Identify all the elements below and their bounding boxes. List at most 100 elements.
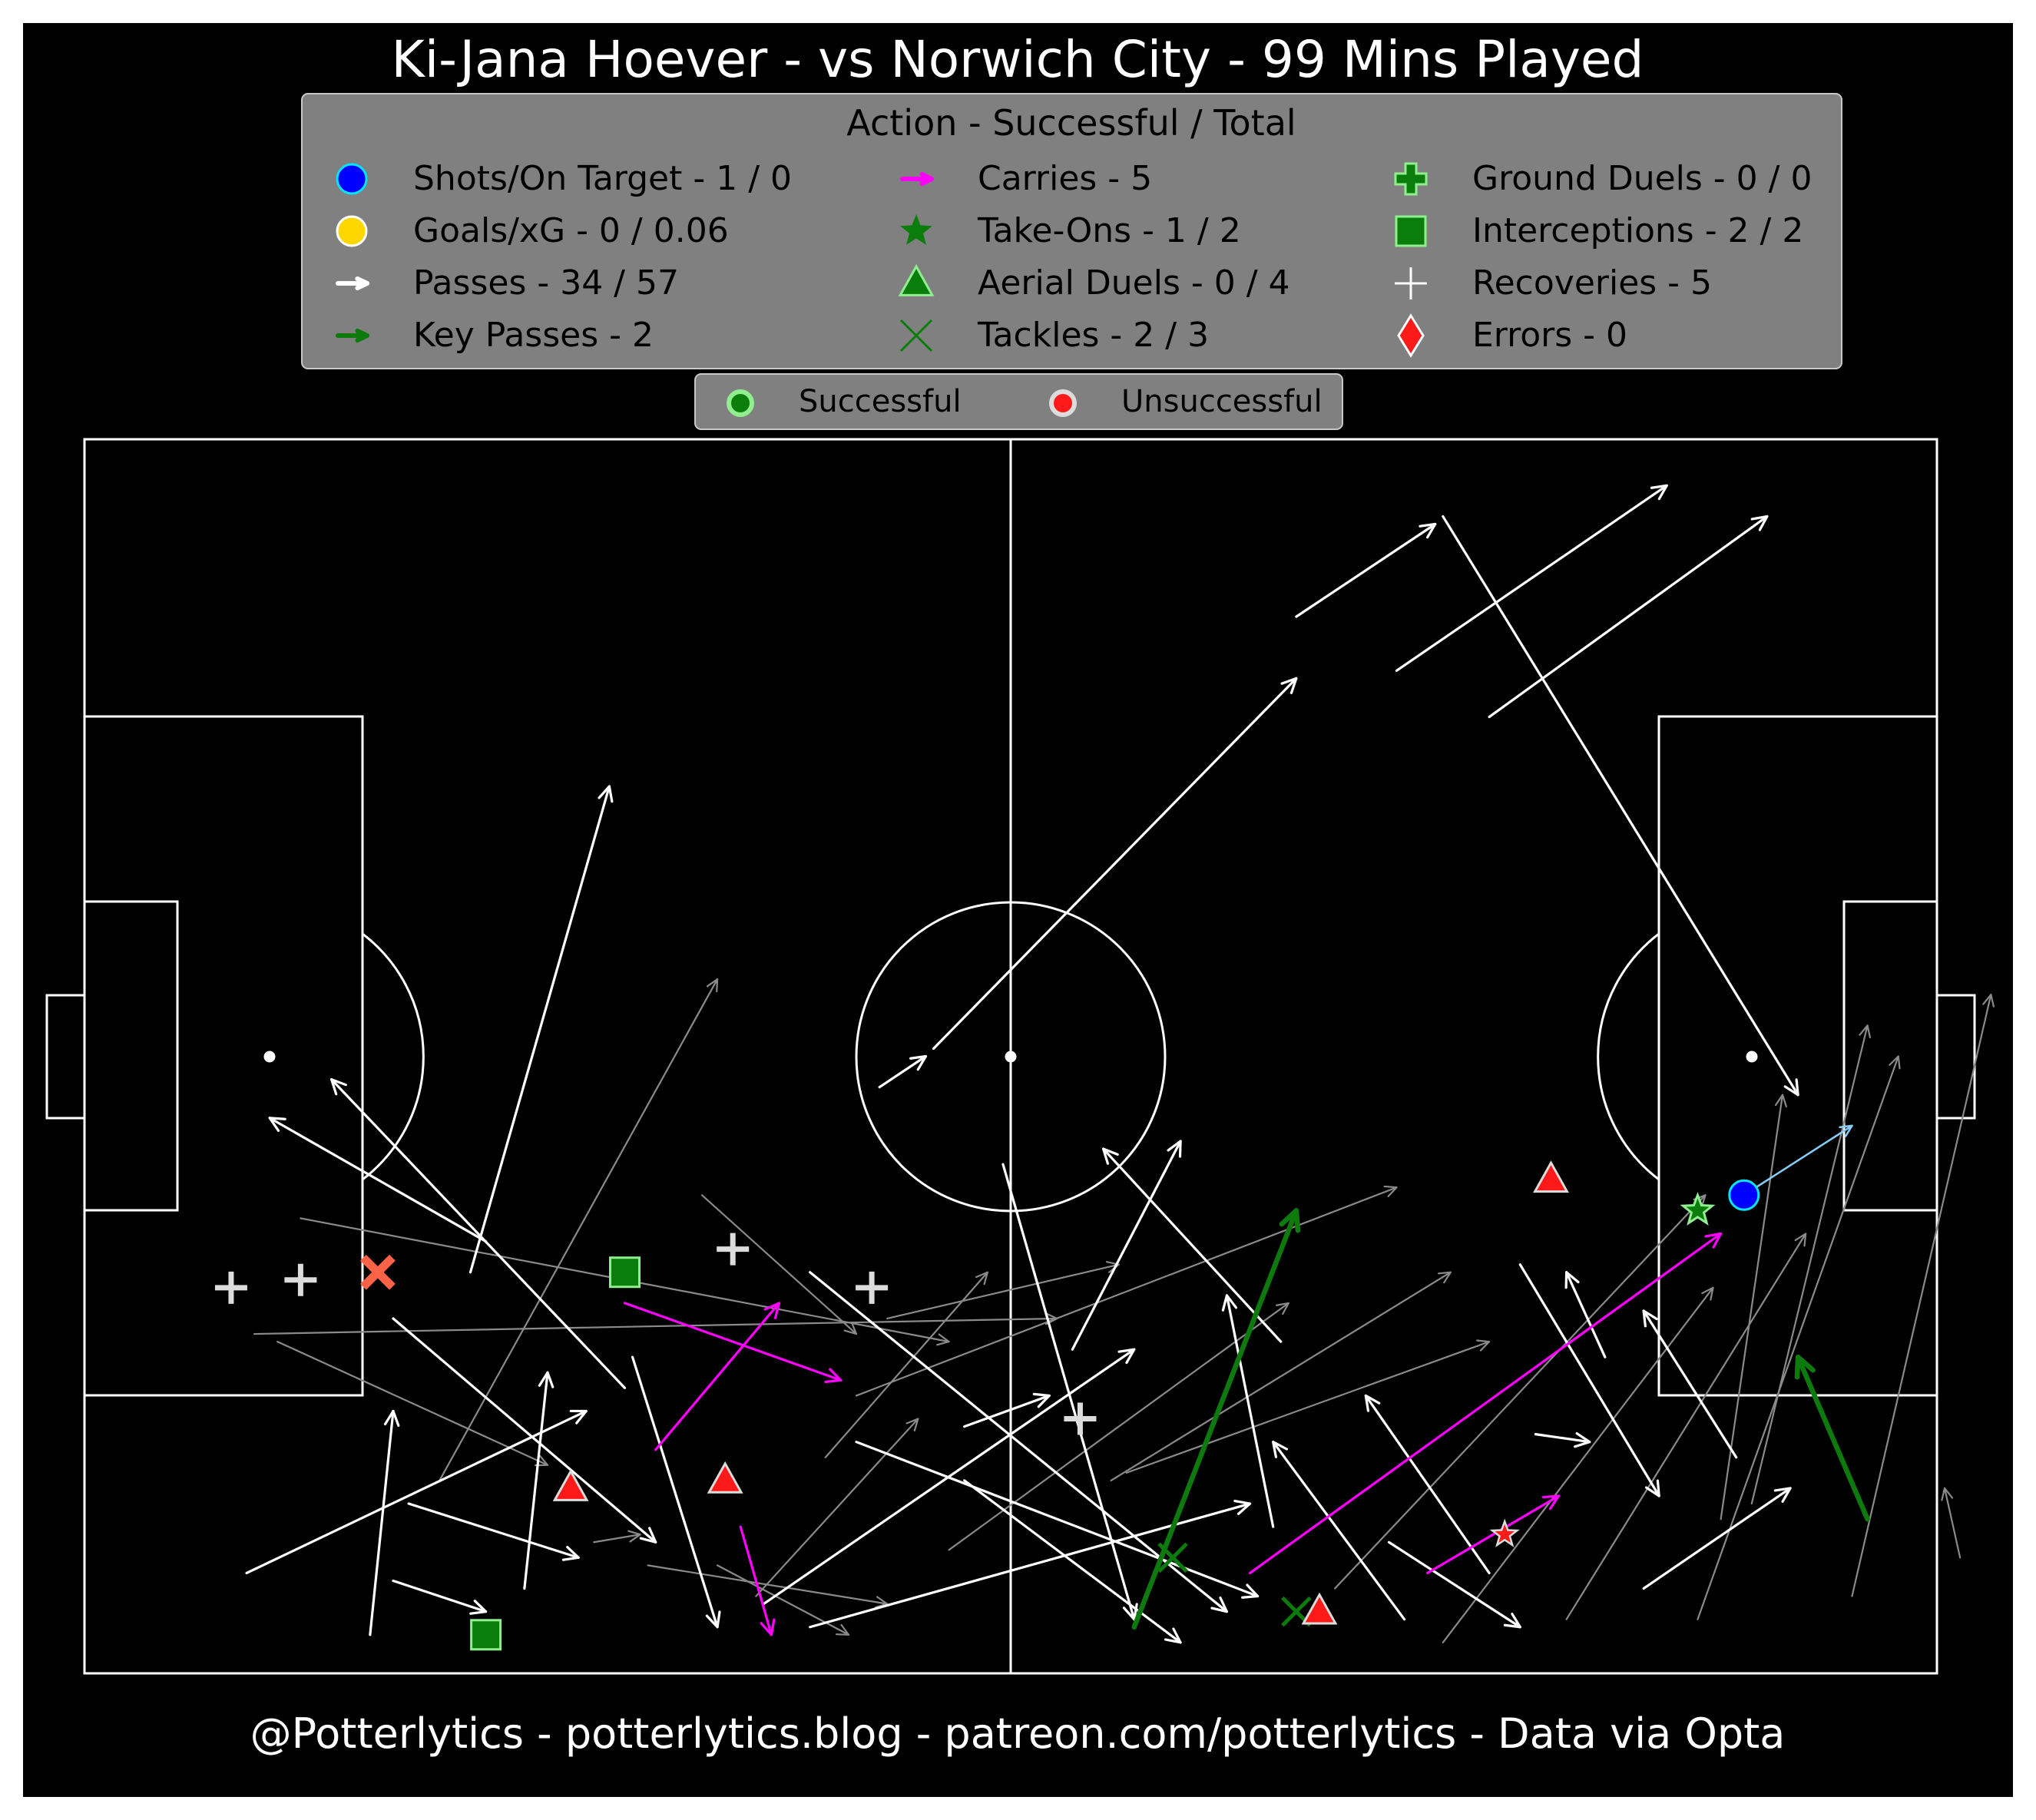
tackle-successful-marker [1157, 1542, 1188, 1573]
legend-item-label: Interceptions - 2 / 2 [1472, 211, 1803, 250]
pass-successful-head [1650, 484, 1668, 501]
pass-unsuccessful [700, 1194, 858, 1335]
pass-successful-head [1221, 1294, 1238, 1312]
pass-successful-shaft [809, 1271, 1229, 1613]
pass-successful [1364, 1394, 1491, 1575]
pass-successful [245, 1409, 588, 1575]
pass-successful-shaft [1101, 1147, 1283, 1343]
pass-unsuccessful [824, 1271, 988, 1458]
carry-head [1542, 1494, 1561, 1511]
pass-unsuccessful [1125, 1339, 1491, 1474]
pass-successful-head [598, 785, 614, 803]
pass-successful-head [1644, 1479, 1660, 1497]
pass-successful-head [569, 1409, 588, 1425]
pass-unsuccessful-shaft [1750, 1024, 1869, 1505]
successful-legend-label: Successful [799, 384, 962, 419]
pass-successful-shaft [1387, 1540, 1521, 1629]
pass-unsuccessful-shaft [1333, 1194, 1707, 1590]
take-on-successful-marker [1680, 1192, 1716, 1226]
carry [739, 1525, 776, 1636]
pass-unsuccessful-head [1794, 1233, 1807, 1247]
pass-unsuccessful-head [1774, 1094, 1787, 1108]
legend-item-label: Ground Duels - 0 / 0 [1472, 159, 1812, 198]
pass-successful-head [1783, 1078, 1799, 1097]
pass-successful [1642, 1309, 1738, 1459]
pass-unsuccessful-shaft [1697, 1055, 1899, 1620]
pass-successful-shaft [523, 1371, 549, 1590]
pass-unsuccessful-shaft [948, 1302, 1289, 1551]
pass-successful [1071, 1140, 1182, 1351]
pass-successful-shaft [1442, 515, 1799, 1097]
legend-interception-icon [1395, 215, 1427, 247]
pass-unsuccessful-head [936, 1333, 950, 1346]
pass-successful [631, 1355, 721, 1629]
pass-unsuccessful [1110, 1271, 1452, 1482]
pass-unsuccessful [855, 1185, 1398, 1397]
tackle-unsuccessful-marker [360, 1254, 396, 1290]
pass-successful-head [1167, 1140, 1182, 1158]
pass-successful [1387, 1540, 1521, 1629]
pass-unsuccessful-shaft [1943, 1487, 1962, 1559]
legend-item-label: Take-Ons - 1 / 2 [977, 211, 1241, 250]
legend-pass-icon-head [355, 276, 369, 291]
outcome-legend-box [694, 373, 1343, 430]
pass-successful-head [1233, 1499, 1252, 1515]
legend-goal-icon [336, 215, 368, 247]
pass-successful [1295, 522, 1437, 618]
legend-take-on-icon [900, 214, 932, 245]
aerial-duel-unsuccessful-marker [707, 1461, 743, 1494]
left-penalty-spot [263, 1051, 276, 1063]
pass-successful [1221, 1294, 1275, 1528]
pass-unsuccessful-shaft [1565, 1233, 1807, 1620]
pass-unsuccessful-head [627, 1530, 641, 1543]
pass-successful-shaft [268, 1117, 488, 1243]
pass-successful-head [1164, 1627, 1182, 1644]
pass-unsuccessful-shaft [1851, 994, 1992, 1597]
pass-successful-head [1750, 515, 1769, 531]
pass-unsuccessful-head [534, 1454, 549, 1467]
legend-recovery-icon [1395, 267, 1427, 299]
unsuccessful-legend-label: Unsuccessful [1121, 384, 1323, 419]
carry [654, 1302, 781, 1451]
pass-unsuccessful-shaft [1110, 1271, 1452, 1482]
pass-successful-head [330, 1078, 347, 1096]
carry-shaft [1248, 1232, 1723, 1575]
pass-unsuccessful-head [1437, 1271, 1452, 1284]
legend-title: Action - Successful / Total [846, 102, 1296, 144]
legend-key-pass-icon [336, 328, 369, 343]
pass-successful [809, 1271, 1229, 1613]
pass-unsuccessful-head [1476, 1339, 1491, 1352]
pass-successful [963, 1392, 1051, 1428]
pass-successful-head [1241, 1583, 1260, 1599]
carry [1248, 1232, 1723, 1575]
pass-successful [1395, 484, 1668, 672]
recovery-marker [284, 1263, 317, 1296]
pass-unsuccessful [1941, 1487, 1962, 1559]
pass-unsuccessful [1565, 1233, 1807, 1620]
pass-successful-shaft [1071, 1140, 1182, 1351]
pass-unsuccessful-head [1941, 1487, 1954, 1501]
shot-trajectory-head [1839, 1124, 1853, 1137]
pass-successful-head [1102, 1147, 1119, 1165]
legend-item-label: Key Passes - 2 [413, 316, 654, 355]
pass-successful-head [1117, 1348, 1136, 1365]
pass-successful-shaft [1295, 522, 1437, 618]
pass-successful-head [383, 1409, 400, 1427]
pass-successful-shaft [1364, 1394, 1491, 1575]
legend-carry-icon [900, 171, 934, 187]
pass-successful [762, 1348, 1136, 1606]
pass-successful-shaft [407, 1502, 580, 1559]
pass-unsuccessful-shaft [1125, 1341, 1491, 1474]
pass-successful [1442, 515, 1799, 1097]
pass-successful-shaft [1488, 515, 1769, 719]
pass-successful [1564, 1271, 1607, 1358]
right-penalty-arc [1597, 932, 1660, 1181]
center-circle [855, 901, 1167, 1213]
take-on-unsuccessful-marker [1489, 1518, 1520, 1547]
pass-unsuccessful-head [905, 1418, 919, 1431]
pass-successful [468, 785, 614, 1274]
pass-successful-shaft [1395, 484, 1668, 672]
pass-unsuccessful [886, 1261, 1120, 1320]
legend-carry-icon-head [919, 171, 934, 187]
tackle-stroke-b [360, 1254, 396, 1290]
